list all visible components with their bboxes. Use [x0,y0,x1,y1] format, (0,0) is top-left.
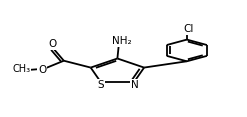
Text: N: N [131,80,139,90]
Text: S: S [98,80,104,90]
Text: O: O [38,65,46,75]
Text: NH₂: NH₂ [112,36,131,46]
Text: O: O [48,39,56,49]
Text: CH₃: CH₃ [12,64,30,74]
Text: Cl: Cl [184,24,194,34]
